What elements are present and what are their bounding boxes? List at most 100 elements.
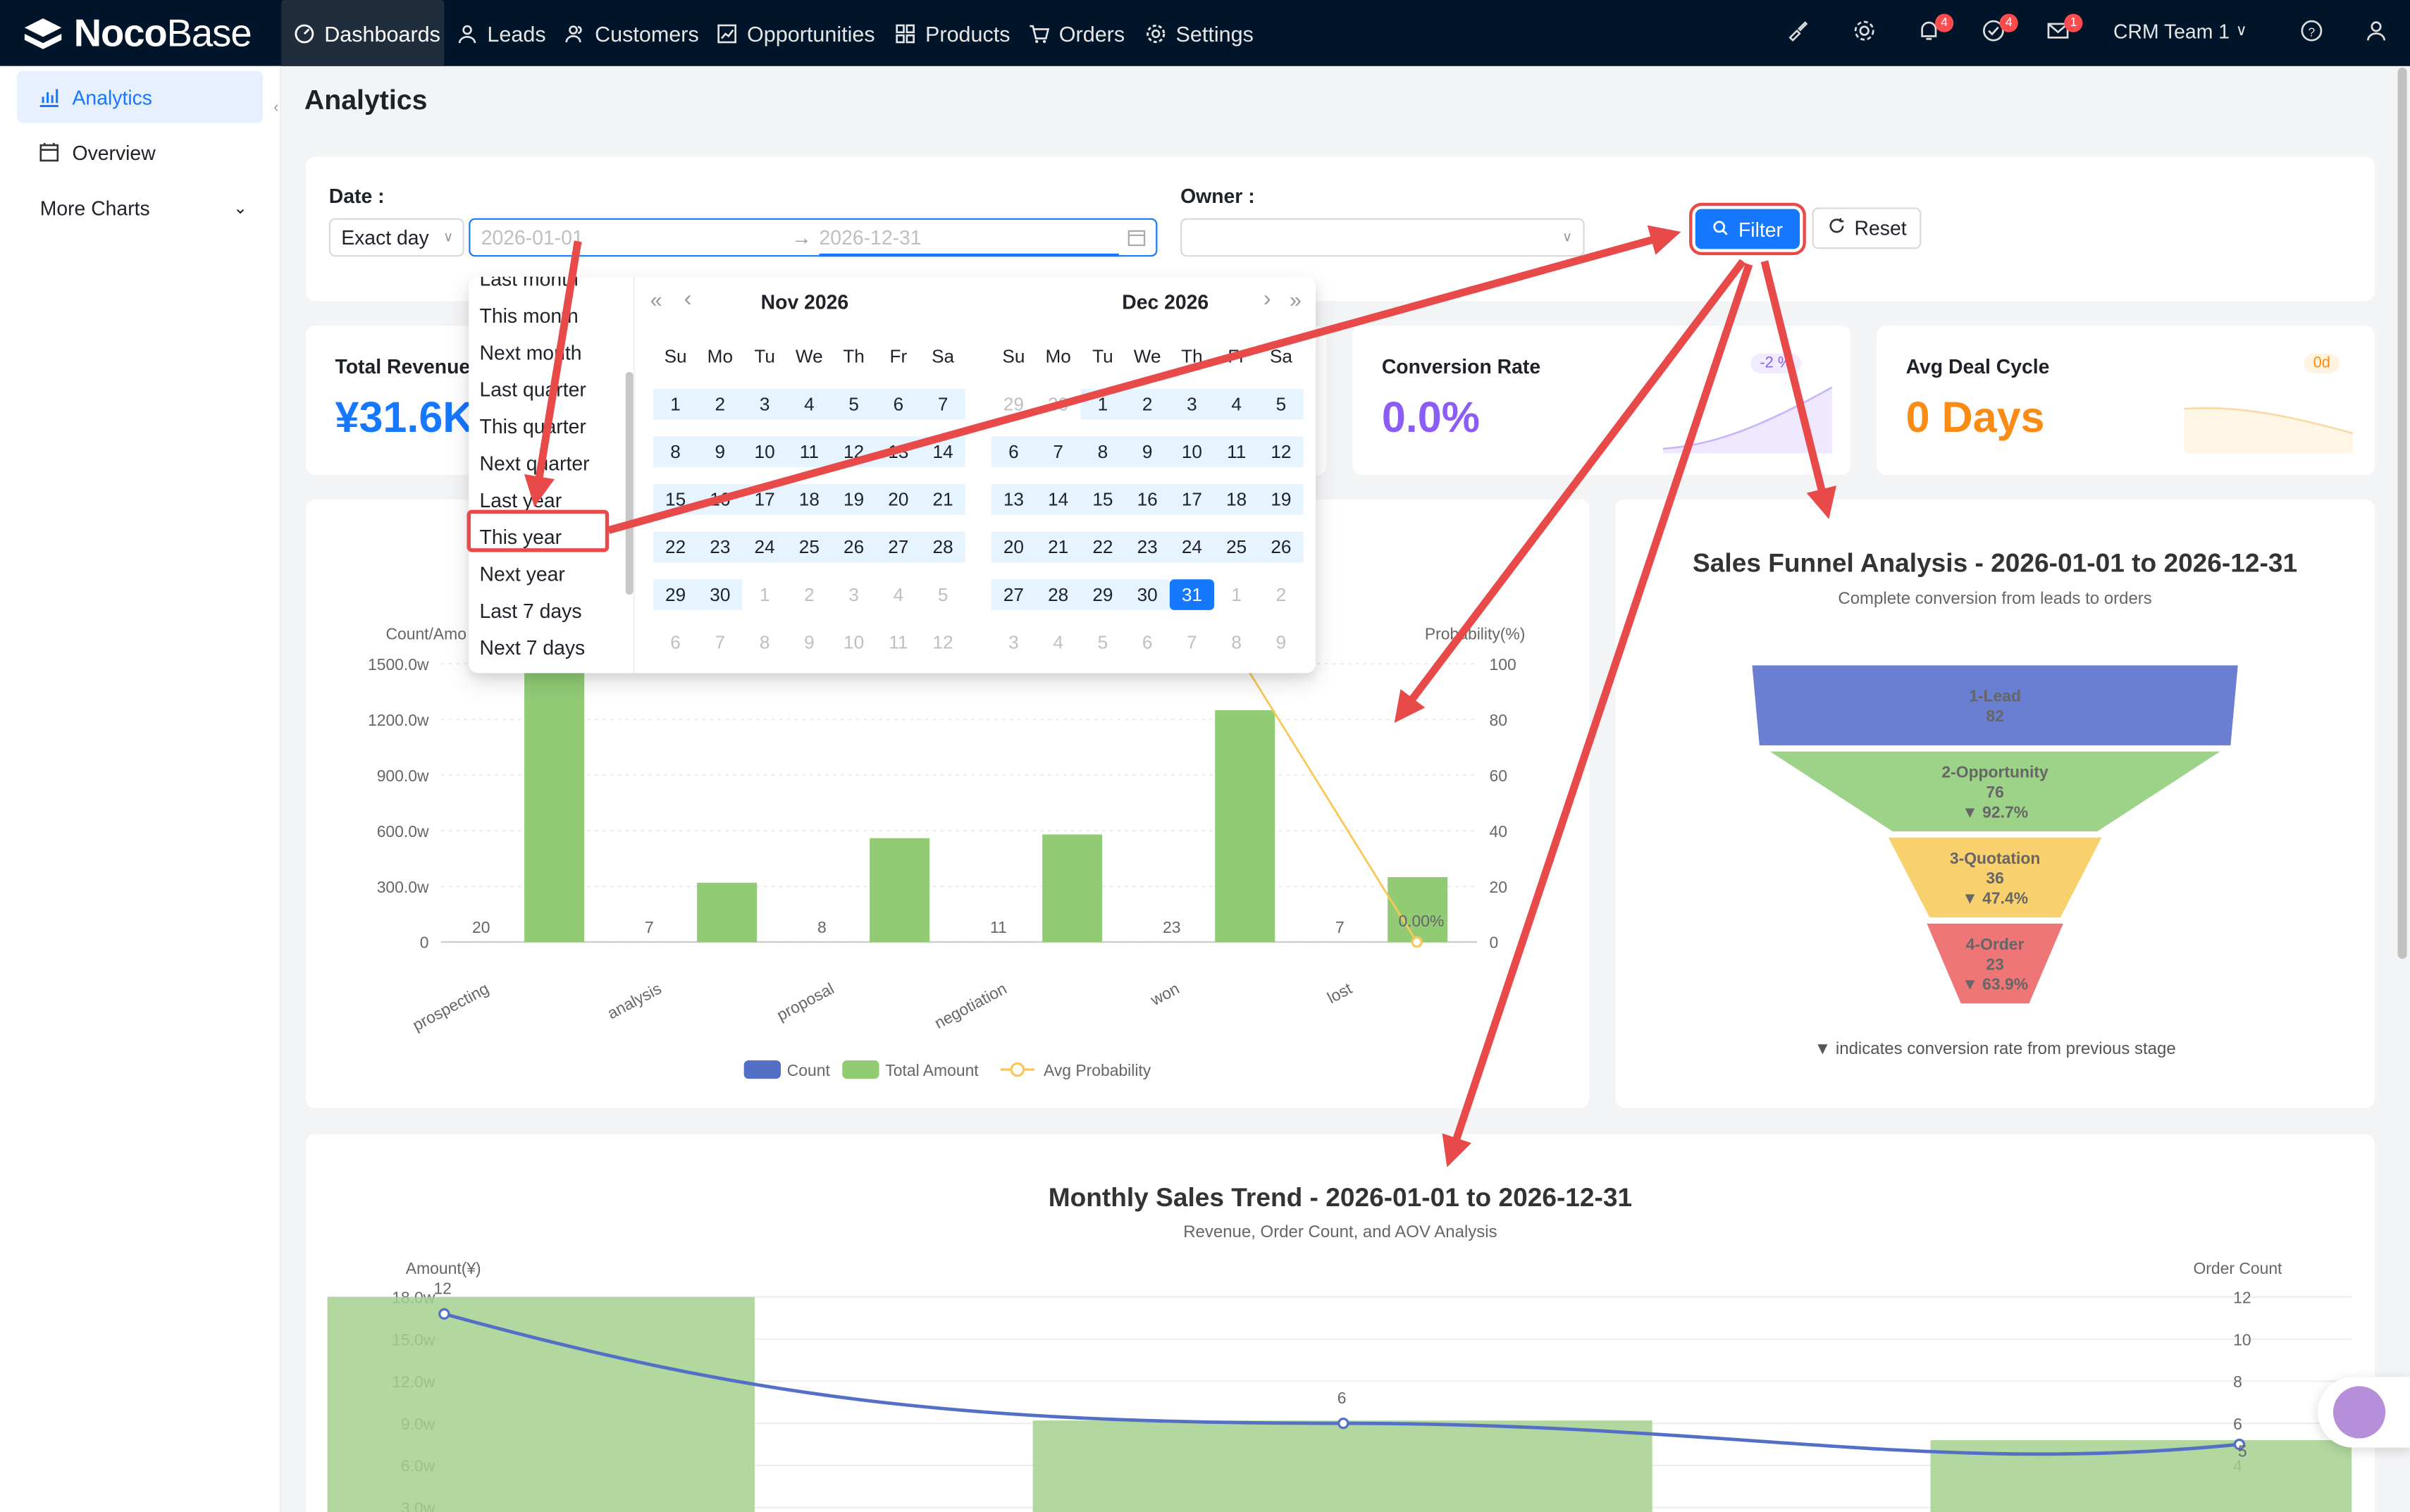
calendar-day[interactable]: 12	[1259, 436, 1304, 468]
calendar-day[interactable]: 7	[1187, 631, 1197, 653]
calendar-day[interactable]: 8	[1231, 631, 1242, 653]
bell-icon[interactable]: 4	[1917, 13, 1954, 46]
reset-button[interactable]: Reset	[1812, 207, 1922, 249]
calendar-day[interactable]: 1	[759, 583, 770, 606]
calendar-day[interactable]: 7	[1036, 436, 1081, 468]
filter-button[interactable]: Filter	[1689, 202, 1806, 256]
calendar-day[interactable]: 15	[653, 484, 698, 515]
calendar-day[interactable]: 11	[889, 631, 908, 653]
order-count-point[interactable]	[1337, 1417, 1349, 1430]
calendar-day[interactable]: 5	[1259, 388, 1304, 420]
calendar-day[interactable]: 4	[786, 388, 832, 420]
calendar-day[interactable]: 19	[1259, 484, 1304, 515]
nav-item-dashboards[interactable]: Dashboards	[281, 0, 445, 66]
calendar-day[interactable]: 29	[1080, 579, 1125, 610]
bar-revenue[interactable]	[1032, 1420, 1652, 1512]
calendar-day[interactable]: 14	[920, 436, 965, 468]
calendar-day[interactable]: 12	[831, 436, 877, 468]
calendar-day[interactable]: 17	[1169, 484, 1215, 515]
legend-label[interactable]: Avg Probability	[1044, 1061, 1151, 1079]
calendar-day[interactable]: 9	[1275, 631, 1287, 653]
calendar-day[interactable]: 23	[1125, 531, 1170, 563]
calendar-day[interactable]: 8	[1080, 436, 1125, 468]
calendar-day[interactable]: 27	[876, 531, 921, 563]
calendar-day[interactable]: 25	[1214, 531, 1259, 563]
legend-swatch[interactable]	[743, 1060, 781, 1079]
calendar-day[interactable]: 19	[831, 484, 877, 515]
bar-total-amount[interactable]	[524, 655, 585, 943]
calendar-day[interactable]: 29	[653, 579, 698, 610]
date-end-input[interactable]: 2026-12-31	[819, 225, 922, 249]
calendar-day[interactable]: 25	[786, 531, 832, 563]
nav-item-leads[interactable]: Leads	[444, 0, 552, 66]
funnel-stage[interactable]	[1888, 837, 2102, 918]
date-range-input[interactable]: 2026-01-01 → 2026-12-31	[469, 218, 1158, 257]
calendar-day[interactable]: 29	[1003, 393, 1025, 415]
calendar-day[interactable]: 12	[932, 631, 953, 653]
preset-last-7-days[interactable]: Last 7 days	[479, 599, 582, 623]
bar-total-amount[interactable]	[1215, 710, 1275, 943]
preset-scrollbar[interactable]	[625, 371, 634, 595]
legend-label[interactable]: Total Amount	[885, 1061, 979, 1079]
calendar-day[interactable]: 1	[653, 388, 698, 420]
calendar-day[interactable]: 15	[1080, 484, 1125, 515]
calendar-day[interactable]: 5	[831, 388, 877, 420]
preset-next-7-days[interactable]: Next 7 days	[479, 636, 586, 659]
calendar-day[interactable]: 5	[937, 583, 948, 606]
nav-item-customers[interactable]: Customers	[552, 0, 704, 66]
bar-total-amount[interactable]	[870, 838, 930, 943]
bar-total-amount[interactable]	[697, 882, 758, 943]
calendar-day[interactable]: 18	[1214, 484, 1259, 515]
page-scrollbar[interactable]	[2397, 67, 2407, 960]
calendar-day[interactable]: 22	[653, 531, 698, 563]
calendar-day[interactable]: 24	[742, 531, 787, 563]
calendar-day[interactable]: 20	[876, 484, 921, 515]
calendar-day[interactable]: 21	[1036, 531, 1081, 563]
calendar-day[interactable]: 4	[1214, 388, 1259, 420]
sidebar-item-overview[interactable]: Overview	[17, 126, 263, 178]
calendar-day[interactable]: 8	[759, 631, 770, 653]
task-check-icon[interactable]: 4	[1981, 13, 2018, 46]
prev-year-icon[interactable]: «	[650, 287, 662, 312]
calendar-day[interactable]: 26	[1259, 531, 1304, 563]
calendar-day[interactable]: 17	[742, 484, 787, 515]
sidebar-item-analytics[interactable]: Analytics	[16, 70, 263, 123]
calendar-day[interactable]: 2	[1125, 388, 1170, 420]
funnel-stage[interactable]	[1927, 923, 2063, 1004]
date-mode-select[interactable]: Exact day ∨	[328, 218, 464, 257]
calendar-day[interactable]: 1	[1231, 583, 1242, 606]
calendar-day[interactable]: 9	[804, 631, 815, 653]
funnel-stage[interactable]	[1752, 665, 2238, 745]
date-start-input[interactable]: 2026-01-01	[481, 225, 583, 249]
preset-next-month[interactable]: Next month	[479, 341, 582, 364]
avg-probability-line[interactable]	[1243, 663, 1418, 943]
calendar-day[interactable]: 23	[698, 531, 743, 563]
preset-this-quarter[interactable]: This quarter	[479, 414, 586, 438]
calendar-day[interactable]: 28	[1036, 579, 1081, 610]
brush-icon[interactable]	[1786, 18, 1813, 46]
calendar-day[interactable]: 10	[844, 631, 865, 653]
calendar-day[interactable]: 6	[670, 631, 681, 653]
calendar-day[interactable]: 20	[991, 531, 1037, 563]
order-count-point[interactable]	[438, 1308, 450, 1320]
calendar-day[interactable]: 26	[831, 531, 877, 563]
calendar-day[interactable]: 10	[1169, 436, 1215, 468]
owner-select[interactable]: ∨	[1180, 218, 1585, 257]
calendar-day[interactable]: 2	[698, 388, 743, 420]
preset-last-year[interactable]: Last year	[479, 488, 562, 512]
calendar-day[interactable]: 21	[920, 484, 965, 515]
preset-last-month[interactable]: Last month	[479, 276, 579, 291]
bar-total-amount[interactable]	[1042, 834, 1103, 943]
calendar-month-title[interactable]: Dec 2026	[1122, 290, 1209, 314]
calendar-day[interactable]: 11	[786, 436, 832, 468]
calendar-day[interactable]: 14	[1036, 484, 1081, 515]
avg-probability-point[interactable]	[1411, 936, 1423, 948]
next-year-icon[interactable]: »	[1289, 287, 1302, 312]
funnel-stage[interactable]	[1769, 751, 2220, 831]
calendar-day[interactable]: 24	[1169, 531, 1215, 563]
preset-next-quarter[interactable]: Next quarter	[479, 452, 590, 475]
preset-last-quarter[interactable]: Last quarter	[479, 378, 586, 402]
preset-this-year[interactable]: This year	[479, 525, 562, 549]
prev-month-icon[interactable]: ‹	[684, 285, 692, 312]
calendar-day[interactable]: 31	[1169, 579, 1215, 610]
